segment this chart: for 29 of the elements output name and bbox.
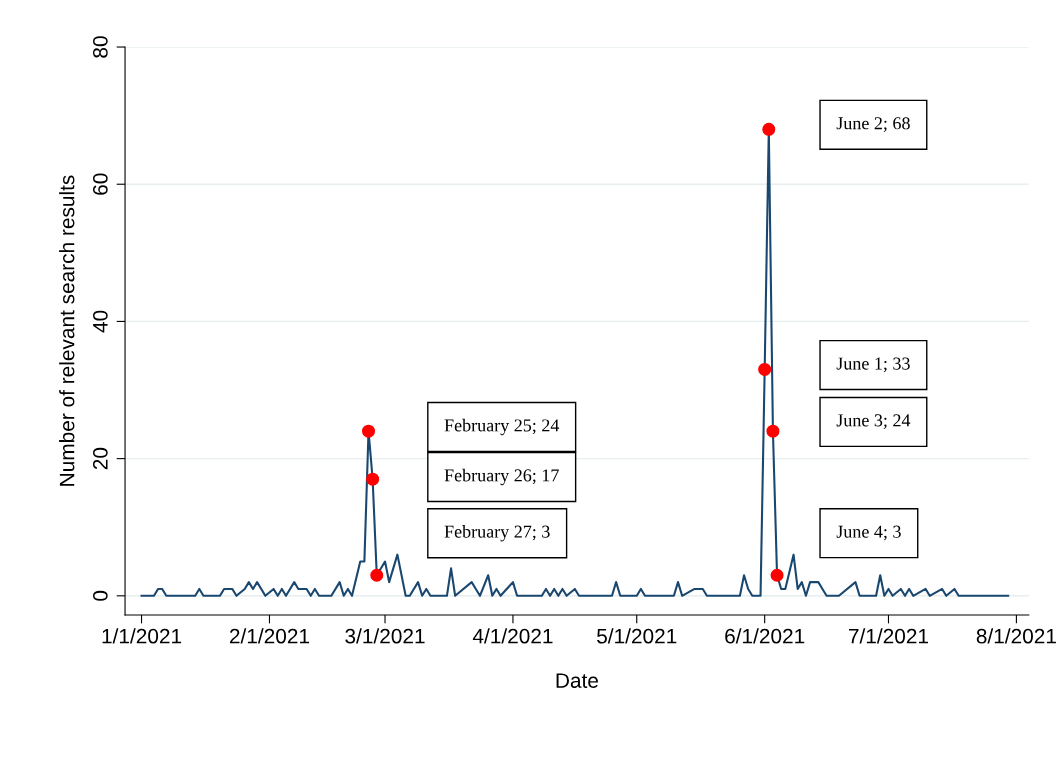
annotation: June 1; 33 (836, 357, 910, 373)
annotation: February 26; 17 (444, 468, 559, 486)
y-tick-label: 80 (92, 36, 108, 58)
x-tick-label: 5/1/2021 (597, 628, 677, 644)
y-tick-label: 60 (92, 173, 108, 195)
point (766, 424, 780, 438)
annotation: June 3; 24 (836, 414, 911, 430)
point (762, 122, 776, 136)
point (366, 472, 380, 486)
x-tick-label: 7/1/2021 (849, 628, 929, 644)
x-tick-label: 2/1/2021 (229, 628, 310, 644)
x-tick-label: 6/1/2021 (725, 628, 805, 644)
annotation: June 2; 68 (836, 117, 910, 132)
x-tick-label: 4/1/2021 (472, 628, 553, 644)
y-tick-label: 40 (92, 310, 108, 333)
x-axis-title: Date (556, 673, 598, 688)
y-axis-title: Number of relevant search results (59, 175, 75, 486)
x-tick-label: 3/1/2021 (345, 628, 425, 644)
point (770, 568, 784, 582)
y-tick-label: 20 (92, 447, 108, 470)
annotation: June 4; 3 (836, 525, 901, 541)
x-tick-label: 1/1/2021 (102, 628, 182, 644)
point (362, 424, 376, 438)
point (758, 362, 772, 376)
x-tick-label: 8/1/2021 (976, 628, 1056, 644)
point (370, 568, 384, 582)
y-tick-label: 0 (92, 590, 108, 601)
annotation: February 27; 3 (444, 525, 550, 542)
annotation: February 25; 24 (444, 418, 560, 436)
